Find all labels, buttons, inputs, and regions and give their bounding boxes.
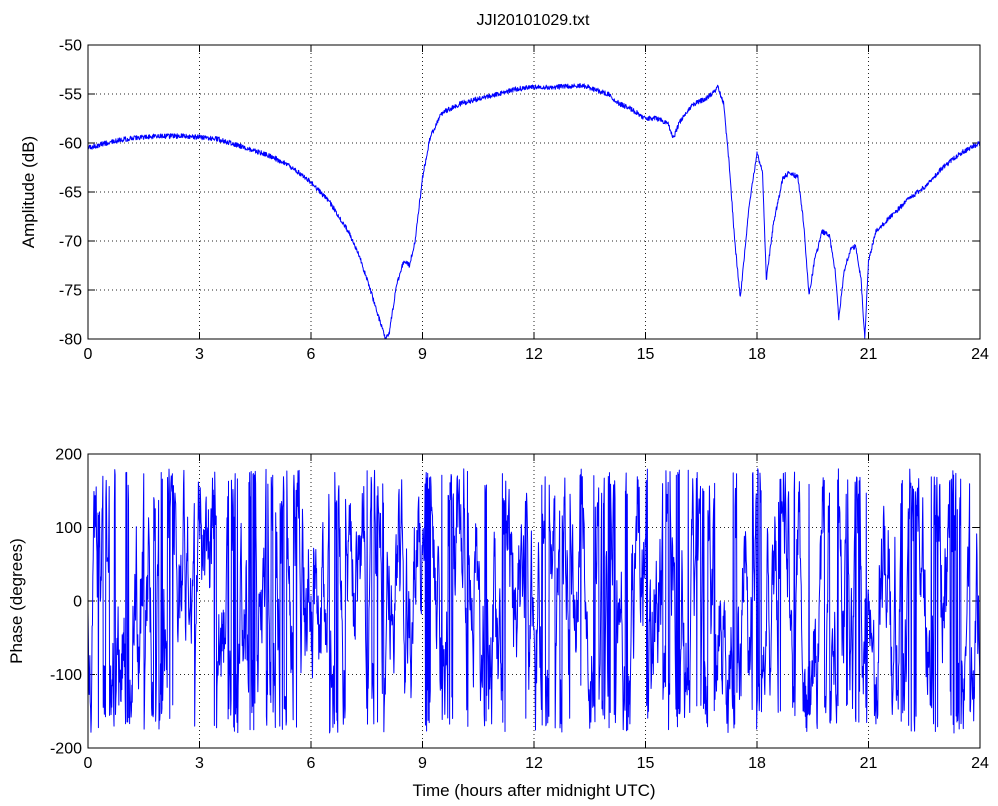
amplitude-y-tick-label: -65 xyxy=(59,185,82,202)
phase-x-tick-label: 3 xyxy=(195,755,204,772)
amplitude-y-tick-label: -60 xyxy=(59,136,82,153)
phase-x-tick-label: 12 xyxy=(525,755,543,772)
amplitude-y-tick-label: -55 xyxy=(59,87,82,104)
phase-y-tick-label: 100 xyxy=(55,520,82,537)
phase-axes-frame xyxy=(87,453,981,749)
phase-y-tick-label: -100 xyxy=(50,667,82,684)
phase-ticks: 0 3 6 9 12 15 18 21 24 -200 -100 0 100 200 xyxy=(50,447,989,773)
amplitude-y-tick-label: -75 xyxy=(59,283,82,300)
amplitude-ticks: 0 3 6 9 12 15 18 21 24 -80 -75 -70 -65 -60 -55 -50 xyxy=(59,38,989,364)
phase-x-tick-label: 18 xyxy=(748,755,766,772)
amplitude-x-tick-label: 21 xyxy=(860,346,878,363)
amplitude-x-tick-label: 18 xyxy=(748,346,766,363)
amplitude-y-tick-label: -80 xyxy=(59,332,82,349)
chart-title: JJI20101029.txt xyxy=(477,12,591,29)
phase-x-tick-label: 24 xyxy=(971,755,989,772)
phase-y-tick-label: 0 xyxy=(73,594,82,611)
amplitude-x-tick-label: 15 xyxy=(637,346,655,363)
amplitude-x-tick-label: 0 xyxy=(84,346,93,363)
x-axis-label: Time (hours after midnight UTC) xyxy=(412,781,655,800)
amplitude-x-tick-label: 24 xyxy=(971,346,989,363)
amplitude-x-tick-label: 6 xyxy=(307,346,316,363)
phase-y-axis-label: Phase (degrees) xyxy=(7,538,26,664)
amplitude-grid xyxy=(88,45,980,339)
phase-x-tick-label: 6 xyxy=(307,755,316,772)
phase-x-tick-label: 0 xyxy=(84,755,93,772)
amplitude-series-line xyxy=(87,83,981,340)
phase-y-tick-label: 200 xyxy=(55,447,82,464)
amplitude-plot: 0 3 6 9 12 15 18 21 24 -80 -75 -70 -65 -60 -55 -50 Ampl… xyxy=(19,38,989,364)
phase-x-tick-label: 15 xyxy=(637,755,655,772)
phase-x-tick-label: 9 xyxy=(418,755,427,772)
amplitude-y-tick-label: -50 xyxy=(59,38,82,55)
amplitude-x-tick-label: 3 xyxy=(195,346,204,363)
amplitude-y-tick-label: -70 xyxy=(59,234,82,251)
amplitude-y-axis-label: Amplitude (dB) xyxy=(19,136,38,248)
amplitude-axes-frame xyxy=(87,44,981,340)
amplitude-x-tick-label: 12 xyxy=(525,346,543,363)
phase-plot: 0 3 6 9 12 15 18 21 24 -200 -100 0 100 200 Phase (deg… xyxy=(7,447,989,801)
amplitude-x-tick-label: 9 xyxy=(418,346,427,363)
phase-y-tick-label: -200 xyxy=(50,741,82,758)
phase-x-tick-label: 21 xyxy=(860,755,878,772)
phase-series-line xyxy=(87,468,981,734)
